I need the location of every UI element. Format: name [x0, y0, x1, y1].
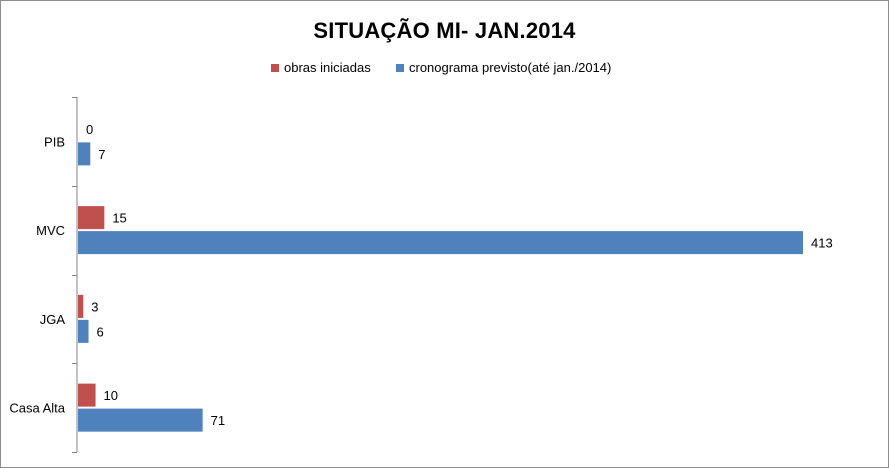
category-label-casa-alta: Casa Alta [9, 401, 65, 416]
data-label-obras-iniciadas-pib: 0 [86, 122, 93, 137]
data-label-obras-iniciadas-jga: 3 [91, 299, 98, 314]
data-label-obras-iniciadas-casa-alta: 10 [104, 388, 118, 403]
data-label-obras-iniciadas-mvc: 15 [112, 211, 126, 226]
legend-swatch-obras-iniciadas [271, 63, 279, 72]
bar-obras-iniciadas-casa-alta [78, 383, 96, 407]
legend-item-obras-iniciadas: obras iniciadas [271, 60, 371, 75]
category-label-jga: JGA [40, 312, 66, 327]
bar-cronograma-previsto-pib [78, 142, 91, 166]
legend-label-cronograma-previsto: cronograma previsto(até jan./2014) [409, 60, 612, 75]
bar-obras-iniciadas-mvc [78, 206, 105, 230]
category-label-pib: PIB [44, 134, 65, 149]
data-label-cronograma-previsto-mvc: 413 [811, 236, 833, 251]
legend-swatch-cronograma-previsto [396, 63, 404, 72]
chart-title: SITUAÇÃO MI- JAN.2014 [313, 18, 576, 43]
bar-cronograma-previsto-casa-alta [78, 408, 203, 432]
data-label-cronograma-previsto-jga: 6 [97, 324, 104, 339]
bar-cronograma-previsto-mvc [78, 231, 803, 255]
category-label-mvc: MVC [36, 223, 65, 238]
legend-item-cronograma-previsto: cronograma previsto(até jan./2014) [396, 60, 611, 75]
bar-obras-iniciadas-jga [78, 294, 84, 318]
chart-legend: obras iniciadas cronograma previsto(até … [0, 60, 889, 78]
legend-label-obras-iniciadas: obras iniciadas [284, 60, 371, 75]
data-label-cronograma-previsto-pib: 7 [98, 147, 105, 162]
bar-cronograma-previsto-jga [78, 319, 89, 343]
data-label-cronograma-previsto-casa-alta: 71 [211, 413, 225, 428]
